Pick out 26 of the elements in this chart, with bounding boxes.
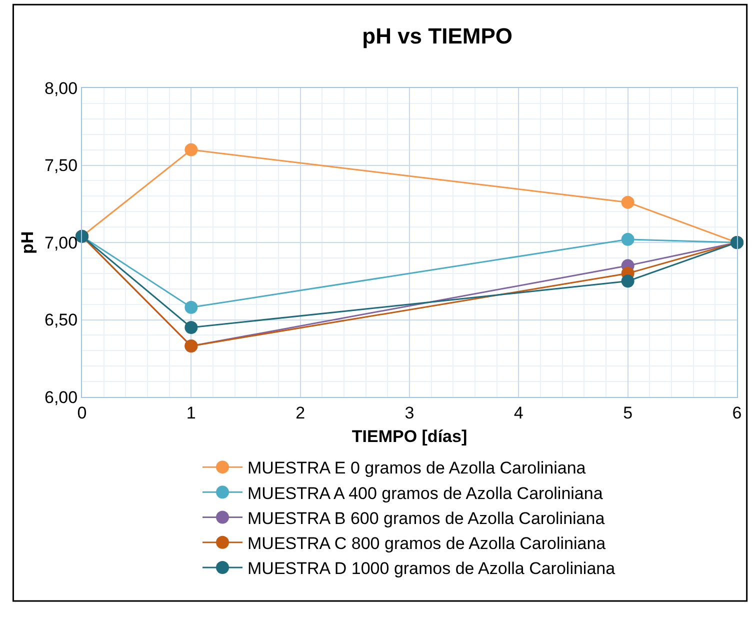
y-tick-label: 7,50	[44, 156, 78, 176]
y-tick-label: 8,00	[44, 78, 78, 98]
point	[184, 300, 198, 314]
x-tick-label: 4	[514, 403, 524, 422]
legend-label: MUESTRA A 400 gramos de Azolla Caroliniana	[248, 484, 604, 503]
point	[184, 320, 198, 334]
y-axis-title: pH	[18, 231, 38, 254]
x-tick-label: 6	[732, 403, 742, 422]
point	[621, 274, 634, 288]
point	[184, 143, 198, 156]
x-tick-label: 2	[296, 403, 306, 422]
point	[621, 196, 634, 209]
point	[621, 232, 634, 246]
legend-label: MUESTRA B 600 gramos de Azolla Caroliniana	[248, 508, 606, 528]
y-tick-label: 6,00	[44, 388, 78, 407]
x-tick-label: 3	[404, 403, 414, 422]
legend-label: MUESTRA E 0 gramos de Azolla Caroliniana	[248, 458, 586, 478]
chart-title: pH vs TIEMPO	[362, 24, 512, 49]
x-tick-label: 0	[77, 403, 87, 422]
legend-label: MUESTRA D 1000 gramos de Azolla Caroliniana	[248, 559, 616, 578]
legend-label: MUESTRA C 800 gramos de Azolla Caroliniana	[248, 534, 606, 554]
y-tick-label: 6,50	[44, 310, 78, 330]
x-tick-label: 5	[623, 403, 633, 422]
x-axis-title: TIEMPO [días]	[352, 426, 468, 446]
y-tick-label: 7,00	[44, 233, 78, 252]
x-tick-label: 1	[186, 403, 196, 422]
